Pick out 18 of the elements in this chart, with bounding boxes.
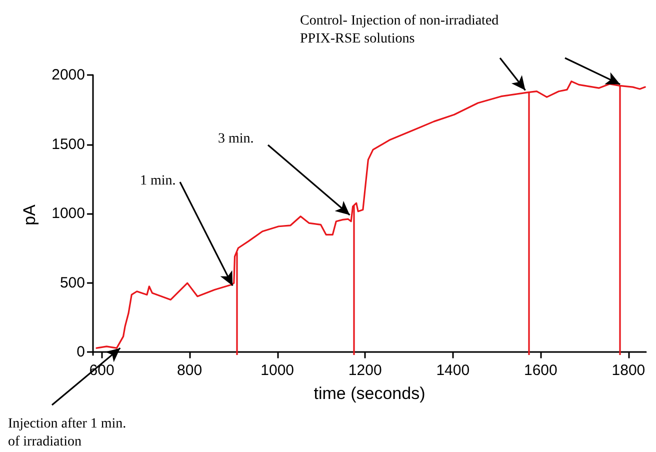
annotation: Injection after 1 min. of irradiation bbox=[8, 416, 126, 450]
x-axis-title: time (seconds) bbox=[314, 384, 426, 403]
x-tick-label: 1600 bbox=[524, 362, 558, 379]
x-tick-label: 600 bbox=[89, 362, 114, 379]
y-tick-label: 1000 bbox=[52, 205, 85, 222]
y-tick-label: 0 bbox=[76, 344, 85, 361]
x-tick-label: 1800 bbox=[612, 362, 646, 379]
x-tick-label: 1000 bbox=[260, 362, 294, 379]
y-tick-label: 2000 bbox=[52, 66, 85, 84]
annotation: Control- Injection of non-irradiated PPIX-RSE solutions bbox=[300, 14, 499, 46]
annotation: 3 min. bbox=[218, 132, 254, 146]
y-axis-title: pA bbox=[20, 204, 39, 226]
x-tick-label: 1400 bbox=[436, 362, 470, 379]
annotation: 1 min. bbox=[140, 174, 176, 188]
x-tick-label: 800 bbox=[177, 362, 202, 379]
y-tick-label: 1500 bbox=[52, 136, 85, 153]
y-tick-label: 500 bbox=[60, 274, 85, 292]
x-tick-label: 1200 bbox=[348, 362, 382, 379]
